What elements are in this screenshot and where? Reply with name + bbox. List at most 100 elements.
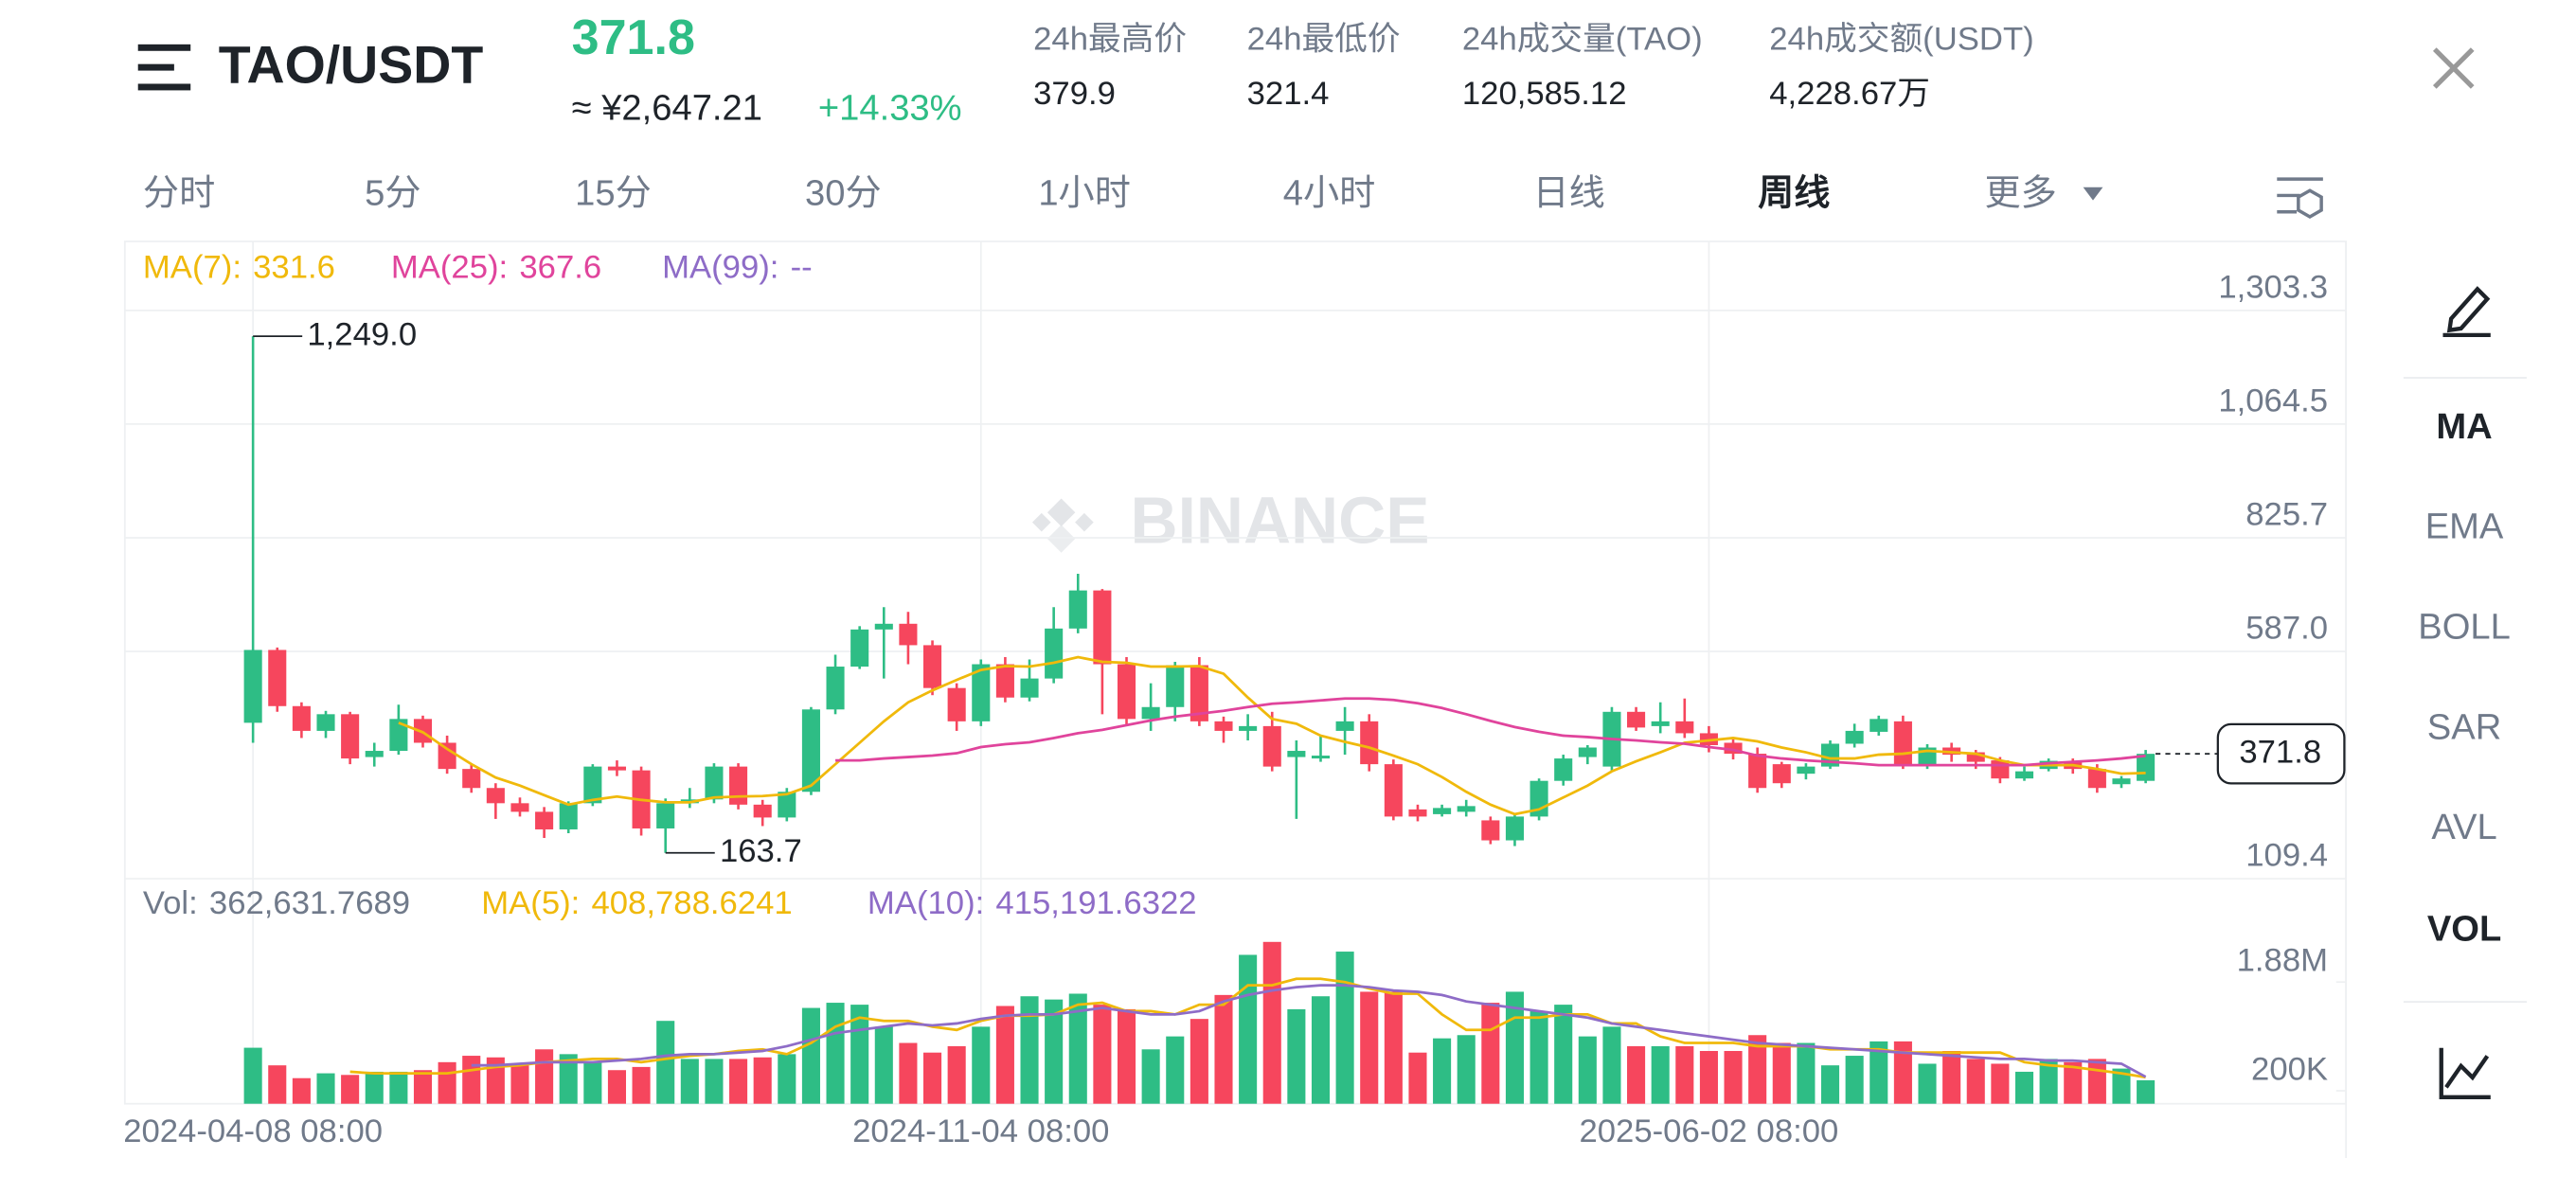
- volume-bar: [413, 1070, 433, 1104]
- indicator-tab[interactable]: MA: [2436, 406, 2492, 447]
- candle-body: [1166, 665, 1185, 707]
- settings-icon[interactable]: [2277, 177, 2323, 219]
- indicator-icon[interactable]: [2439, 1047, 2491, 1099]
- candle-body: [874, 623, 893, 630]
- pair[interactable]: TAO/USDT: [219, 36, 484, 95]
- candle-body: [1433, 808, 1452, 814]
- candle-body: [899, 623, 918, 646]
- legend-name: Vol:: [143, 885, 198, 921]
- candle-body: [2137, 754, 2156, 781]
- volume-bar: [1190, 1019, 1208, 1104]
- candle-body: [1020, 678, 1039, 698]
- volume-bar: [680, 1059, 699, 1104]
- y-tick-label: 825.7: [2245, 497, 2328, 533]
- candle-body: [1311, 756, 1331, 759]
- volume-bar: [389, 1071, 408, 1104]
- tab[interactable]: 更多: [1985, 173, 2057, 214]
- y-tick-label: 1.88M: [2237, 943, 2328, 979]
- candle-body: [1797, 766, 1816, 775]
- volume-bar: [486, 1057, 505, 1104]
- dropdown-arrow[interactable]: [2083, 187, 2103, 201]
- legend-name: MA(5):: [481, 885, 580, 921]
- stat-value: 120,585.12: [1462, 76, 1627, 112]
- candle-body: [1214, 721, 1233, 731]
- volume-bar: [1068, 993, 1087, 1104]
- volume-bar: [1602, 1026, 1621, 1104]
- candle-body: [826, 667, 845, 710]
- tab[interactable]: 日线: [1532, 173, 1604, 214]
- candle-body: [1360, 721, 1379, 765]
- stat-label: 24h最高价: [1033, 21, 1187, 58]
- tab[interactable]: 15分: [575, 173, 652, 214]
- candle-body: [1627, 711, 1646, 728]
- candle-body: [1457, 806, 1476, 812]
- indicator-tab[interactable]: BOLL: [2418, 606, 2511, 647]
- candle-body: [1335, 721, 1354, 731]
- tab[interactable]: 5分: [365, 173, 420, 214]
- candle-body: [583, 766, 602, 804]
- candle-body: [2014, 771, 2034, 779]
- candle-body: [753, 804, 772, 818]
- candle-body: [1190, 665, 1208, 721]
- candle-body: [462, 769, 481, 789]
- candle-body: [1845, 730, 1864, 744]
- y-tick-label: 200K: [2251, 1051, 2328, 1087]
- volume-bar: [1918, 1063, 1937, 1104]
- tab[interactable]: 4小时: [1283, 173, 1376, 214]
- indicator-tab[interactable]: VOL: [2427, 909, 2501, 950]
- volume-bar: [874, 1026, 893, 1104]
- legend-name: MA(25):: [391, 250, 508, 286]
- volume-bar: [341, 1075, 360, 1104]
- candle-body: [316, 714, 335, 731]
- stat-value: 379.9: [1033, 76, 1116, 112]
- min-label: 163.7: [720, 833, 802, 869]
- volume-bar: [1384, 991, 1403, 1104]
- candle-body: [1505, 816, 1524, 841]
- indicator-tab[interactable]: AVL: [2431, 807, 2496, 847]
- tab[interactable]: 30分: [805, 173, 882, 214]
- volume-bar: [1214, 994, 1233, 1104]
- volume-bar: [1820, 1065, 1840, 1104]
- legend-value: 367.6: [519, 250, 601, 286]
- candle-body: [850, 629, 869, 668]
- volume-bar: [705, 1059, 724, 1104]
- candle-body: [1141, 706, 1160, 720]
- candle-body: [656, 803, 675, 828]
- x-tick-label: 2025-06-02 08:00: [1579, 1113, 1838, 1149]
- tab[interactable]: 周线: [1758, 173, 1830, 214]
- volume-bar: [1797, 1042, 1816, 1104]
- volume-bar: [1675, 1045, 1694, 1104]
- y-tick-label: 587.0: [2245, 611, 2328, 647]
- candle-body: [1724, 742, 1743, 755]
- legend-entry: MA(99): --: [662, 250, 813, 286]
- volume-bar: [899, 1042, 918, 1104]
- y-tick-label: 1,303.3: [2218, 269, 2328, 305]
- volume-bar: [1239, 954, 1258, 1104]
- volume-bar: [1408, 1052, 1427, 1104]
- volume-bar: [1966, 1059, 1985, 1104]
- stat-label: 24h最低价: [1247, 22, 1401, 58]
- candle-body: [607, 766, 627, 771]
- candle-body: [1384, 764, 1403, 817]
- legend-value: --: [791, 250, 813, 286]
- volume-bar: [365, 1071, 384, 1104]
- close-button[interactable]: [2432, 47, 2475, 89]
- indicator-tab[interactable]: EMA: [2425, 507, 2504, 547]
- volume-bar: [826, 1003, 845, 1104]
- indicator-tab[interactable]: SAR: [2427, 706, 2501, 747]
- volume-bar: [2087, 1059, 2106, 1104]
- draw-tool-icon[interactable]: [2442, 286, 2491, 338]
- volume-bar: [535, 1049, 554, 1104]
- volume-bar: [1117, 1008, 1136, 1104]
- tab[interactable]: 1小时: [1038, 173, 1131, 214]
- tab[interactable]: 分时: [143, 173, 215, 214]
- volume-bar: [292, 1077, 311, 1104]
- candle-body: [729, 766, 748, 805]
- candle-body: [778, 792, 796, 818]
- volume-bar: [1311, 996, 1331, 1104]
- volume-bar: [1287, 1008, 1306, 1104]
- volume-bar: [559, 1054, 578, 1104]
- volume-bar: [1166, 1036, 1185, 1104]
- menu-icon[interactable]: [137, 44, 191, 91]
